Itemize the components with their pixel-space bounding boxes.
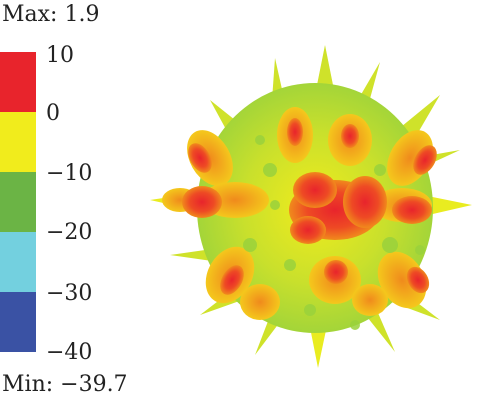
max-label: Max: 1.9	[2, 2, 100, 27]
colorbar-tick-minus10: −10	[46, 161, 93, 186]
colorbar-swatch-cyan	[0, 232, 36, 292]
colorbar-tick-minus20: −20	[46, 220, 93, 245]
min-label: Min: −39.7	[2, 372, 128, 397]
radiation-pattern-3d	[150, 45, 472, 368]
colorbar-tick-minus30: −30	[46, 281, 93, 306]
colorbar-tick-10: 10	[46, 43, 74, 68]
hot-core	[182, 118, 437, 295]
colorbar-swatch-red	[0, 52, 36, 112]
colorbar-swatch-yellow	[0, 112, 36, 172]
colorbar-swatch-green	[0, 172, 36, 232]
colorbar-tick-minus40: −40	[46, 340, 93, 365]
surface-texture	[243, 135, 425, 330]
colorbar-swatch-blue	[0, 292, 36, 352]
colorbar-tick-0: 0	[46, 101, 60, 126]
